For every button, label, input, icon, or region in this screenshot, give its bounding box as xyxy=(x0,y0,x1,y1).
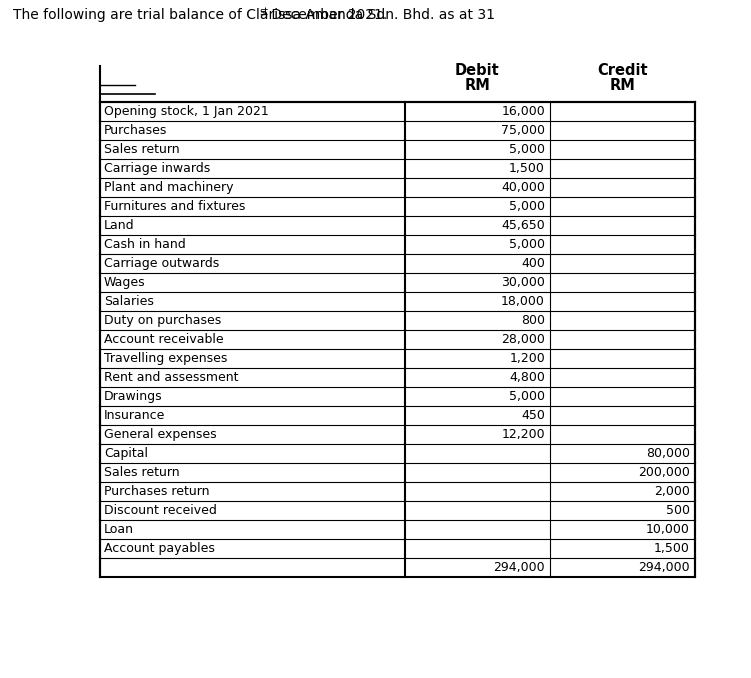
Text: Drawings: Drawings xyxy=(104,390,163,403)
Text: 400: 400 xyxy=(521,257,545,270)
Text: 12,200: 12,200 xyxy=(502,428,545,441)
Text: Account payables: Account payables xyxy=(104,542,215,555)
Text: General expenses: General expenses xyxy=(104,428,216,441)
Text: 40,000: 40,000 xyxy=(501,181,545,194)
Text: Furnitures and fixtures: Furnitures and fixtures xyxy=(104,200,246,213)
Text: Loan: Loan xyxy=(104,523,134,536)
Text: Account receivable: Account receivable xyxy=(104,333,224,346)
Text: 30,000: 30,000 xyxy=(501,276,545,289)
Text: 1,500: 1,500 xyxy=(654,542,690,555)
Text: The following are trial balance of Clarissa Amanda Sdn. Bhd. as at 31: The following are trial balance of Clari… xyxy=(13,8,495,22)
Text: 5,000: 5,000 xyxy=(509,238,545,251)
Text: 800: 800 xyxy=(521,314,545,327)
Text: Wages: Wages xyxy=(104,276,146,289)
Text: 500: 500 xyxy=(666,504,690,517)
Text: Salaries: Salaries xyxy=(104,295,154,308)
Text: 294,000: 294,000 xyxy=(493,561,545,574)
Text: Opening stock, 1 Jan 2021: Opening stock, 1 Jan 2021 xyxy=(104,105,269,118)
Text: Sales return: Sales return xyxy=(104,466,179,479)
Text: 294,000: 294,000 xyxy=(638,561,690,574)
Text: Insurance: Insurance xyxy=(104,409,165,422)
Text: 10,000: 10,000 xyxy=(646,523,690,536)
Text: 28,000: 28,000 xyxy=(501,333,545,346)
Text: RM: RM xyxy=(465,78,490,93)
Text: Travelling expenses: Travelling expenses xyxy=(104,352,228,365)
Text: Rent and assessment: Rent and assessment xyxy=(104,371,239,384)
Text: 5,000: 5,000 xyxy=(509,143,545,156)
Text: Debit: Debit xyxy=(455,63,500,78)
Text: st: st xyxy=(259,7,268,17)
Text: 80,000: 80,000 xyxy=(646,447,690,460)
Text: Duty on purchases: Duty on purchases xyxy=(104,314,222,327)
Text: 5,000: 5,000 xyxy=(509,200,545,213)
Text: Credit: Credit xyxy=(597,63,648,78)
Text: Discount received: Discount received xyxy=(104,504,217,517)
Text: Cash in hand: Cash in hand xyxy=(104,238,185,251)
Text: Purchases: Purchases xyxy=(104,124,167,137)
Text: December 2021.: December 2021. xyxy=(267,8,388,22)
Text: Land: Land xyxy=(104,219,134,232)
Text: 5,000: 5,000 xyxy=(509,390,545,403)
Text: Plant and machinery: Plant and machinery xyxy=(104,181,234,194)
Text: 18,000: 18,000 xyxy=(501,295,545,308)
Text: 450: 450 xyxy=(521,409,545,422)
Text: 16,000: 16,000 xyxy=(501,105,545,118)
Text: Carriage outwards: Carriage outwards xyxy=(104,257,219,270)
Text: 1,200: 1,200 xyxy=(509,352,545,365)
Text: RM: RM xyxy=(610,78,635,93)
Text: 1,500: 1,500 xyxy=(509,162,545,175)
Text: 4,800: 4,800 xyxy=(509,371,545,384)
Text: Carriage inwards: Carriage inwards xyxy=(104,162,210,175)
Text: Capital: Capital xyxy=(104,447,148,460)
Text: 45,650: 45,650 xyxy=(501,219,545,232)
Text: 200,000: 200,000 xyxy=(638,466,690,479)
Text: 75,000: 75,000 xyxy=(501,124,545,137)
Text: Sales return: Sales return xyxy=(104,143,179,156)
Text: 2,000: 2,000 xyxy=(654,485,690,498)
Text: Purchases return: Purchases return xyxy=(104,485,210,498)
